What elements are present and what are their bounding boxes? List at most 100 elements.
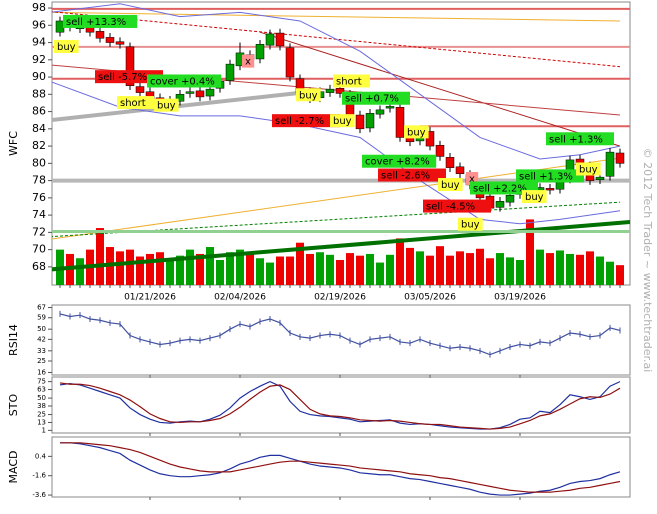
signal-label: sell -2.6% [381, 171, 430, 182]
volume-bar [606, 261, 614, 285]
y-tick-label: 42 [37, 335, 46, 343]
signal-box [546, 132, 614, 146]
signal-box [516, 169, 584, 183]
volume-bar [256, 258, 264, 285]
candle-body [125, 46, 135, 86]
signal-box [54, 39, 79, 53]
volume-bar [166, 259, 174, 285]
signal-label: sell -4.5% [426, 202, 475, 213]
candle-body [395, 107, 405, 138]
volume-bar [566, 253, 574, 285]
candle-body [505, 195, 515, 203]
signal-label: x [469, 174, 475, 185]
volume-bar [496, 253, 504, 285]
x-tick-label: 03/19/2026 [494, 293, 546, 303]
signal-box [458, 217, 483, 231]
signal-label: short [120, 98, 146, 109]
volume-bar [386, 254, 394, 285]
candle-body [285, 47, 295, 78]
y-tick-label: -1.6 [32, 472, 46, 480]
candle-body [375, 109, 385, 115]
signal-label: buy [299, 90, 318, 101]
signal-box [362, 154, 437, 168]
y-tick-label: 72 [32, 225, 46, 238]
volume-bar [556, 250, 564, 285]
y-tick-label: 80 [32, 156, 46, 169]
y-tick-label: 74 [32, 208, 46, 221]
trend-line [52, 3, 621, 160]
signal-box [423, 199, 491, 213]
panel-frame [51, 436, 631, 498]
signal-label: buy [157, 101, 176, 112]
candle-body [55, 20, 65, 33]
signal-label: buy [579, 164, 598, 175]
signal-label: sell +1.3% [519, 171, 573, 182]
volume-bar [276, 256, 284, 285]
volume-bar [536, 249, 544, 285]
y-tick-label: 90 [32, 70, 46, 83]
y-tick-label: 94 [32, 36, 46, 49]
y-tick-label: 67 [37, 304, 46, 312]
y-tick-label: 82 [32, 139, 46, 152]
signal-label: buy [461, 220, 480, 231]
y-axis-title: WFC [7, 131, 20, 156]
candle-body [615, 152, 625, 164]
volume-bar [486, 258, 494, 285]
signal-label: short [336, 76, 362, 87]
candle-body [275, 32, 285, 47]
signal-box [342, 91, 410, 105]
signal-box [154, 98, 179, 112]
candle-body [605, 151, 615, 177]
y-tick-label: -3.6 [32, 491, 46, 499]
volume-bar [96, 228, 104, 285]
y-tick-label: 25 [37, 357, 46, 365]
volume-bar [316, 252, 324, 285]
y-tick-label: 70 [32, 243, 46, 256]
signal-label: sell +0.7% [345, 94, 399, 105]
volume-bar [416, 251, 424, 285]
signal-box [296, 88, 321, 102]
indicator-line [59, 382, 621, 430]
volume-bar [366, 253, 374, 285]
candle-body [495, 201, 505, 208]
volume-bar [286, 256, 294, 285]
signal-box [438, 178, 463, 192]
trend-line [259, 31, 621, 147]
y-tick-label: 0.4 [35, 452, 47, 460]
y-tick-label: 1 [42, 426, 46, 434]
volume-bar [356, 255, 364, 285]
signal-label: sell +13.3% [66, 17, 126, 28]
volume-bar [466, 253, 474, 285]
candle-body [225, 63, 235, 81]
volume-bar [516, 259, 524, 285]
candle-body [545, 188, 555, 191]
y-tick-label: 38 [37, 402, 46, 410]
signal-label: sell -2.7% [275, 116, 324, 127]
y-tick-label: 50 [37, 325, 46, 333]
volume-bar [266, 262, 274, 285]
trend-line [52, 89, 311, 122]
volume-bar [506, 257, 514, 285]
signal-box [242, 54, 255, 68]
plot-area: sell +13.3% buy sell -5.7% cover +0.4% short… [52, 3, 630, 285]
volume-bar [146, 253, 154, 285]
candle-body [105, 37, 115, 43]
signal-box [330, 114, 355, 128]
signal-box [333, 74, 370, 88]
candle-body [175, 94, 185, 102]
volume-bar [596, 256, 604, 285]
volume-bar [346, 253, 354, 285]
signal-box [404, 125, 429, 139]
volume-bar [226, 252, 234, 285]
volume-bar [336, 259, 344, 285]
candle-body [205, 88, 215, 97]
signal-label: buy [407, 127, 426, 138]
candle-body [335, 88, 345, 94]
x-tick-label: 01/21/2026 [124, 293, 176, 303]
volume-bar [426, 255, 434, 285]
trend-line [52, 220, 630, 272]
panel-frame [51, 376, 631, 434]
volume-bar [186, 249, 194, 285]
candle-body [385, 106, 395, 109]
volume-bar [76, 258, 84, 285]
